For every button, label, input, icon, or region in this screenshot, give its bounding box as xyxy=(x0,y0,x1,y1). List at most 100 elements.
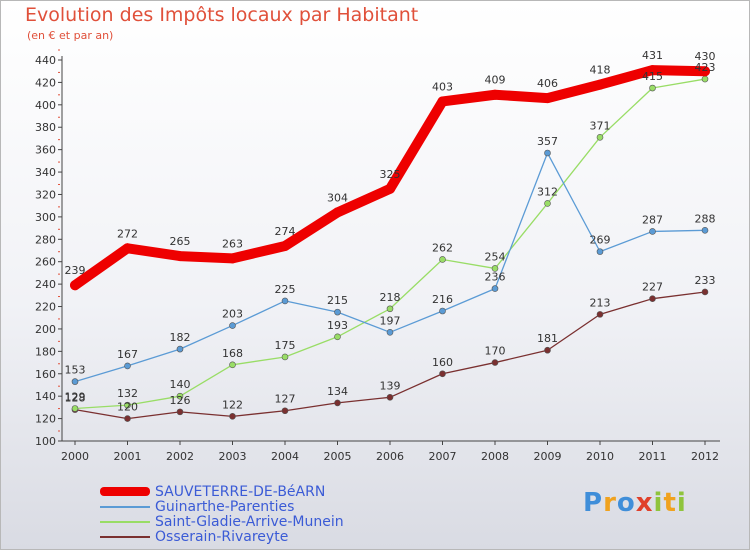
x-tick-label: 2011 xyxy=(639,450,667,463)
y-tick-label: 180 xyxy=(35,345,56,358)
data-label: 203 xyxy=(222,308,243,321)
data-point xyxy=(596,311,604,318)
data-label: 406 xyxy=(537,77,558,90)
x-tick-label: 2007 xyxy=(429,450,457,463)
data-point xyxy=(491,265,499,272)
data-label: 403 xyxy=(432,80,453,93)
data-point xyxy=(334,333,341,341)
data-point xyxy=(334,399,341,407)
data-label: 272 xyxy=(117,227,138,240)
data-point xyxy=(439,256,446,263)
y-tick-label: 100 xyxy=(35,435,56,448)
y-tick-label: 220 xyxy=(35,301,56,314)
y-tick-label: 140 xyxy=(35,390,56,403)
legend-swatch xyxy=(100,487,150,496)
data-point xyxy=(281,353,289,361)
logo-letter: i xyxy=(653,488,664,518)
data-label: 269 xyxy=(590,234,611,247)
data-label: 167 xyxy=(117,348,138,361)
data-point xyxy=(544,149,551,157)
data-point xyxy=(700,66,710,77)
x-tick-label: 2005 xyxy=(324,450,352,463)
y-tick-label: 200 xyxy=(35,323,56,336)
data-point xyxy=(701,227,709,234)
data-point xyxy=(701,75,709,83)
data-label: 233 xyxy=(695,274,716,287)
data-label: 418 xyxy=(590,64,611,77)
data-label: 262 xyxy=(432,241,453,254)
data-point xyxy=(71,405,79,412)
data-label: 431 xyxy=(642,49,663,62)
x-tick-label: 2008 xyxy=(481,450,509,463)
data-label: 122 xyxy=(222,398,243,411)
data-point xyxy=(544,346,551,354)
data-label: 170 xyxy=(485,345,506,358)
chart-title: Evolution des Impôts locaux par Habitant xyxy=(25,4,419,26)
legend-label: SAUVETERRE-DE-BéARN xyxy=(155,484,326,500)
logo-letter: o xyxy=(616,488,636,518)
data-label: 225 xyxy=(275,283,296,296)
data-label: 213 xyxy=(590,296,611,309)
data-point xyxy=(71,378,79,385)
data-label: 128 xyxy=(65,392,86,405)
data-point xyxy=(491,359,499,366)
data-point xyxy=(649,228,656,235)
data-label: 430 xyxy=(695,50,716,63)
data-point xyxy=(334,308,341,316)
data-point xyxy=(385,183,395,194)
x-tick-label: 2001 xyxy=(114,450,142,463)
proxiti-logo: Proxiti xyxy=(583,488,687,518)
logo-letter: r xyxy=(603,488,617,518)
data-point xyxy=(542,93,553,104)
data-point xyxy=(124,415,131,422)
x-tick-label: 2006 xyxy=(376,450,404,463)
data-label: 216 xyxy=(432,293,453,306)
data-point xyxy=(439,307,446,315)
data-label: 168 xyxy=(222,347,243,360)
data-point xyxy=(437,96,448,107)
logo-letter: t xyxy=(663,488,677,518)
data-label: 181 xyxy=(537,332,558,345)
data-label: 288 xyxy=(695,212,716,225)
data-point xyxy=(229,413,236,420)
data-point xyxy=(175,251,185,262)
data-point xyxy=(649,84,656,92)
logo-letter: x xyxy=(635,488,654,518)
data-label: 274 xyxy=(275,225,296,238)
x-tick-label: 2009 xyxy=(534,450,562,463)
y-tick-label: 340 xyxy=(35,166,56,179)
data-label: 312 xyxy=(537,185,558,198)
data-point xyxy=(439,370,446,378)
data-point xyxy=(176,345,184,353)
data-label: 227 xyxy=(642,281,663,294)
data-label: 304 xyxy=(327,191,348,204)
x-tick-label: 2012 xyxy=(691,450,719,463)
data-point xyxy=(386,305,394,313)
x-tick-label: 2010 xyxy=(586,450,614,463)
data-point xyxy=(649,295,656,302)
data-label: 254 xyxy=(485,250,506,263)
x-tick-label: 2004 xyxy=(271,450,299,463)
data-label: 126 xyxy=(170,394,191,407)
y-tick-label: 400 xyxy=(35,99,56,112)
data-point xyxy=(595,79,605,90)
data-point xyxy=(596,248,604,255)
y-tick-label: 160 xyxy=(35,368,56,381)
y-tick-label: 360 xyxy=(35,144,56,157)
data-label: 153 xyxy=(65,364,86,377)
data-point xyxy=(124,401,131,409)
data-label: 120 xyxy=(117,401,138,414)
data-label: 160 xyxy=(432,356,453,369)
legend-label: Saint-Gladie-Arrive-Munein xyxy=(155,514,344,530)
y-tick-label: 420 xyxy=(35,76,56,89)
data-label: 215 xyxy=(327,294,348,307)
data-point xyxy=(229,361,236,369)
data-label: 175 xyxy=(275,339,296,352)
data-label: 415 xyxy=(642,70,663,83)
data-label: 325 xyxy=(380,168,401,181)
x-tick-label: 2003 xyxy=(219,450,247,463)
legend-label: Osserain-Rivareyte xyxy=(155,529,289,545)
y-tick-label: 300 xyxy=(35,211,56,224)
data-point xyxy=(280,241,290,252)
